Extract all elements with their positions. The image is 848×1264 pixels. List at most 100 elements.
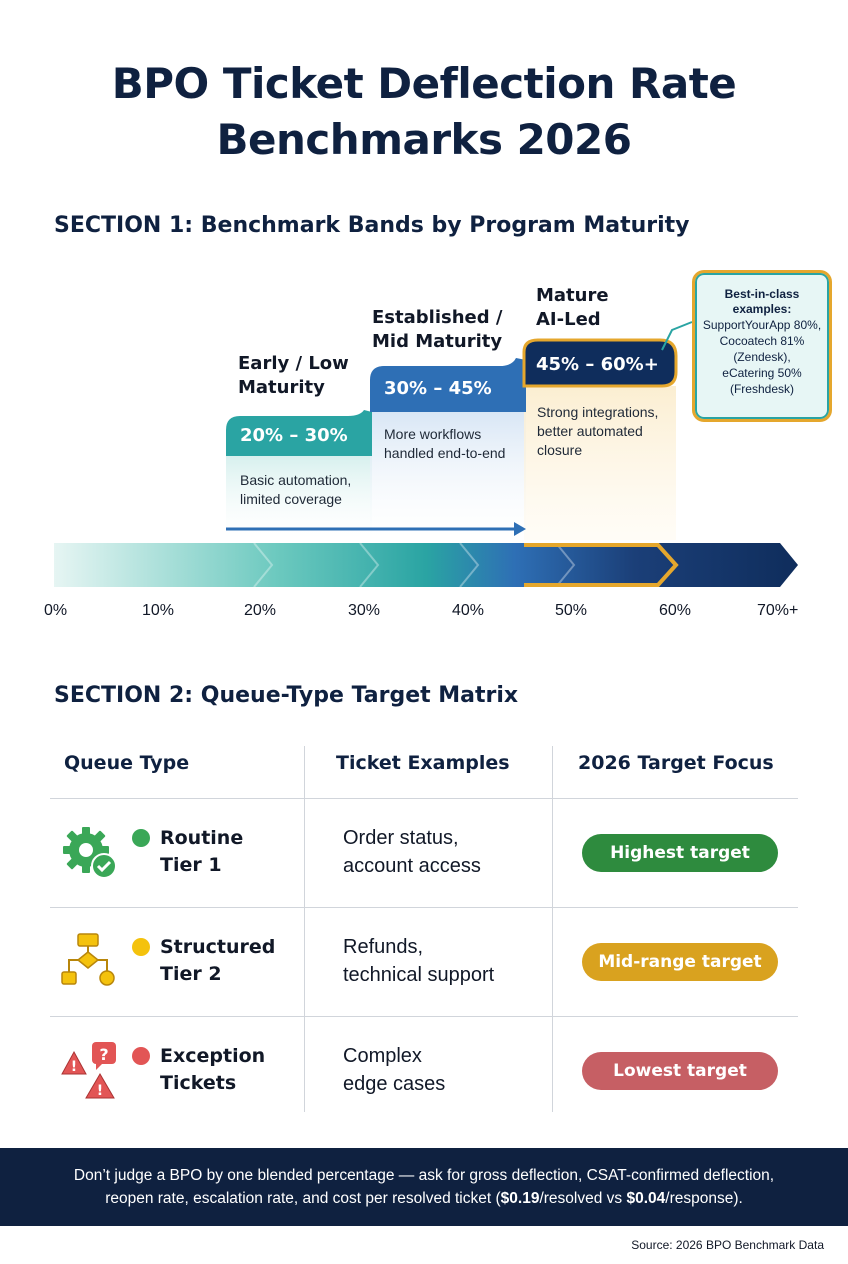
- column-header-queue-type: Queue Type: [64, 752, 190, 774]
- svg-text:!: !: [71, 1059, 77, 1075]
- footer-line-2: reopen rate, escalation rate, and cost p…: [0, 1187, 848, 1210]
- page-title: BPO Ticket Deflection Rate Benchmarks 20…: [0, 56, 848, 168]
- queue-name-line: Tier 1: [160, 854, 222, 876]
- queue-name: Exception Tickets: [160, 1043, 265, 1097]
- callout-body: SupportYourApp 80%, Cocoatech 81% (Zende…: [699, 317, 825, 397]
- band-early-body: [226, 456, 372, 540]
- maturity-band-graphic: [54, 321, 798, 588]
- axis-tick-label: 30%: [348, 602, 381, 619]
- band-mature-header: [522, 338, 678, 388]
- section2-heading: SECTION 2: Queue-Type Target Matrix: [54, 683, 519, 708]
- target-pill-lowest: Lowest target: [582, 1052, 778, 1090]
- ticket-examples: Complex edge cases: [343, 1042, 445, 1098]
- footer-text: /response).: [665, 1190, 743, 1207]
- status-dot-red: [132, 1047, 150, 1065]
- band-mid-header: [370, 358, 526, 412]
- ticket-examples-line: technical support: [343, 964, 495, 986]
- band-early-desc-line: Basic automation,: [240, 472, 352, 488]
- callout-body-line: Cocoatech 81%: [719, 334, 805, 348]
- band-mature-desc-line: closure: [537, 442, 583, 458]
- warning-question-icon: ! ? !: [61, 1042, 116, 1099]
- band-mid-label: Established / Mid Maturity: [372, 306, 502, 354]
- mature-range-outline: [524, 543, 679, 587]
- scale-chevron: [555, 542, 576, 588]
- row-divider: [50, 907, 798, 908]
- footer-cost-response: $0.04: [626, 1190, 666, 1207]
- queue-name-line: Routine: [160, 827, 244, 849]
- band-mid-desc-line: handled end-to-end: [384, 445, 506, 461]
- svg-text:!: !: [97, 1083, 103, 1099]
- queue-name-line: Tickets: [160, 1072, 237, 1094]
- callout-body-line: SupportYourApp 80%,: [702, 318, 822, 332]
- target-pill-highest: Highest target: [582, 834, 778, 872]
- band-mid-label-line: Established /: [372, 307, 503, 328]
- ticket-examples-line: account access: [343, 855, 481, 877]
- band-mid-label-line: Mid Maturity: [372, 331, 503, 352]
- ticket-examples: Order status, account access: [343, 824, 481, 880]
- status-dot-yellow: [132, 938, 150, 956]
- ticket-examples-line: edge cases: [343, 1073, 446, 1095]
- footer-text: /resolved vs: [539, 1190, 627, 1207]
- band-mid-range: 30% – 45%: [384, 378, 492, 399]
- column-header-target-focus: 2026 Target Focus: [578, 752, 774, 774]
- band-mature-body: [524, 386, 676, 540]
- row-divider: [50, 1016, 798, 1017]
- ticket-examples-line: Order status,: [343, 827, 459, 849]
- queue-name-line: Tier 2: [160, 963, 222, 985]
- band-mature-range: 45% – 60%+: [536, 354, 659, 375]
- axis-tick-label: 0%: [44, 602, 68, 619]
- scale-arrow: [54, 543, 798, 587]
- queue-name: Structured Tier 2: [160, 934, 275, 988]
- callout-body-line: (Freshdesk): [729, 382, 794, 396]
- source-note: Source: 2026 BPO Benchmark Data: [631, 1238, 824, 1252]
- axis-tick-label: 40%: [452, 602, 485, 619]
- footer-line-1: Don’t judge a BPO by one blended percent…: [73, 1167, 775, 1184]
- progress-arrow-head: [514, 522, 526, 536]
- band-early-label: Early / Low Maturity: [238, 352, 349, 400]
- callout-heading: Best-in-class examples:: [699, 287, 825, 317]
- target-pill-mid-range: Mid-range target: [582, 943, 778, 981]
- band-early-desc: Basic automation, limited coverage: [240, 471, 351, 509]
- status-dot-green: [132, 829, 150, 847]
- column-header-ticket-examples: Ticket Examples: [336, 752, 510, 774]
- footer-cost-resolved: $0.19: [500, 1190, 540, 1207]
- band-mature-desc-line: better automated: [537, 423, 643, 439]
- band-mature-label-line: Mature: [536, 285, 609, 306]
- footer-banner: Don’t judge a BPO by one blended percent…: [0, 1148, 848, 1226]
- band-early-header: [226, 410, 372, 456]
- callout-heading-line: Best-in-class: [724, 287, 800, 301]
- scale-chevron: [459, 542, 480, 588]
- queue-name: Routine Tier 1: [160, 825, 243, 879]
- callout-body-line: eCatering 50%: [722, 366, 802, 380]
- title-line-2: Benchmarks 2026: [216, 115, 632, 164]
- axis-tick-label: 20%: [244, 602, 277, 619]
- axis-tick-label: 10%: [142, 602, 175, 619]
- row-divider: [50, 798, 798, 799]
- footer-text: reopen rate, escalation rate, and cost p…: [105, 1190, 501, 1207]
- axis-tick-label: 50%: [555, 602, 588, 619]
- band-early-range: 20% – 30%: [240, 425, 348, 446]
- svg-text:?: ?: [99, 1045, 108, 1064]
- band-mature-desc-line: Strong integrations,: [537, 404, 659, 420]
- band-early-label-line: Maturity: [238, 377, 325, 398]
- axis-tick-label: 70%+: [757, 602, 799, 619]
- flowchart-icon: [61, 933, 115, 986]
- section1-heading: SECTION 1: Benchmark Bands by Program Ma…: [54, 213, 690, 238]
- ticket-examples: Refunds, technical support: [343, 933, 494, 989]
- callout-body-line: (Zendesk),: [733, 350, 791, 364]
- best-in-class-callout: Best-in-class examples: SupportYourApp 8…: [692, 270, 832, 422]
- callout-connector: [661, 321, 693, 351]
- ticket-examples-line: Refunds,: [343, 936, 424, 958]
- band-mature-label-line: AI-Led: [536, 309, 601, 330]
- band-mid-body: [370, 412, 526, 540]
- queue-name-line: Structured: [160, 936, 276, 958]
- band-early-label-line: Early / Low: [238, 353, 349, 374]
- axis-tick-label: 60%: [659, 602, 692, 619]
- column-divider: [552, 746, 553, 1112]
- band-early-desc-line: limited coverage: [240, 491, 342, 507]
- queue-name-line: Exception: [160, 1045, 266, 1067]
- column-divider: [304, 746, 305, 1112]
- scale-chevron: [359, 542, 380, 588]
- band-mature-desc: Strong integrations, better automated cl…: [537, 403, 658, 460]
- scale-chevron: [253, 542, 274, 588]
